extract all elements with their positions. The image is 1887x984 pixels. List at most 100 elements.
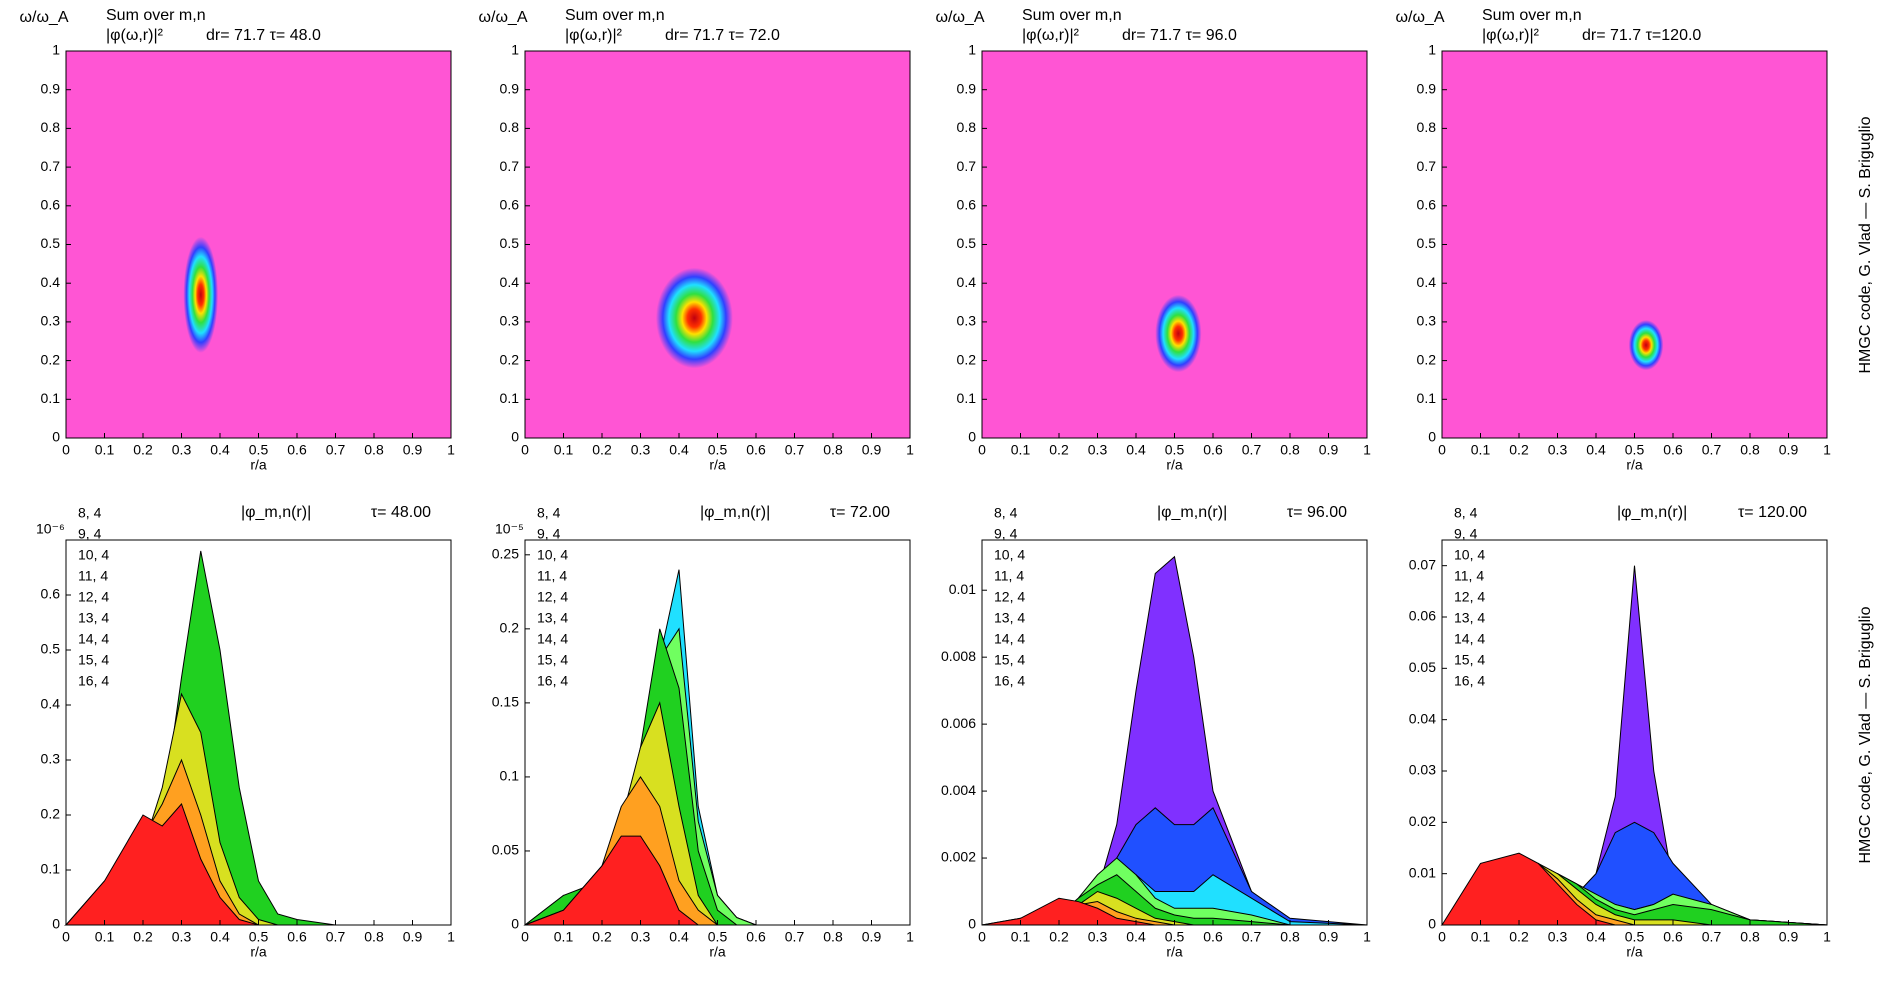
x-tick-label: 1 bbox=[1363, 442, 1371, 458]
x-tick-label: 0.7 bbox=[1702, 929, 1722, 945]
y-tick-label: 0.15 bbox=[492, 694, 519, 710]
x-tick-label: 0.3 bbox=[1548, 442, 1568, 458]
heatmap-background bbox=[1442, 51, 1827, 438]
y-tick-label: 0.9 bbox=[500, 80, 520, 96]
x-tick-label: 0.9 bbox=[403, 929, 423, 945]
y-tick-label: 0.002 bbox=[941, 849, 976, 865]
x-tick-label: 0.7 bbox=[1242, 929, 1262, 945]
heatmap-background bbox=[525, 51, 910, 438]
legend-entry: 12, 4 bbox=[537, 589, 568, 605]
heatmap-background bbox=[982, 51, 1367, 438]
subtitle: |φ(ω,r)|² bbox=[565, 27, 623, 44]
title: Sum over m,n bbox=[106, 7, 206, 24]
legend-entry: 15, 4 bbox=[78, 652, 109, 668]
x-tick-label: 0.8 bbox=[1740, 442, 1760, 458]
x-tick-label: 0 bbox=[521, 929, 529, 945]
x-tick-label: 0.6 bbox=[1663, 442, 1683, 458]
y-tick-label: 0.7 bbox=[1417, 158, 1437, 174]
y-tick-label: 0.3 bbox=[957, 313, 977, 329]
annotation: τ= 120.00 bbox=[1738, 504, 1807, 521]
x-tick-label: 0.1 bbox=[95, 442, 115, 458]
y-tick-label: 0 bbox=[52, 916, 60, 932]
y-tick-label: 0.2 bbox=[500, 351, 520, 367]
y-axis-label: ω/ω_A bbox=[1396, 9, 1445, 26]
y-tick-label: 0.07 bbox=[1409, 556, 1436, 572]
y-tick-label: 0.3 bbox=[1417, 313, 1437, 329]
y-tick-label: 0.3 bbox=[41, 313, 61, 329]
y-tick-label: 0 bbox=[52, 429, 60, 445]
x-tick-label: 0.9 bbox=[1779, 442, 1799, 458]
y-tick-label: 0 bbox=[511, 916, 519, 932]
y-scale-label: 10⁻⁵ bbox=[495, 521, 524, 537]
y-tick-label: 0.2 bbox=[41, 351, 61, 367]
annotation: τ= 72.00 bbox=[830, 504, 890, 521]
legend-entry: 9, 4 bbox=[537, 526, 561, 542]
x-tick-label: 0.2 bbox=[1509, 442, 1529, 458]
legend-entry: 13, 4 bbox=[1454, 610, 1485, 626]
y-tick-label: 0.6 bbox=[500, 197, 520, 213]
y-tick-label: 0.05 bbox=[1409, 659, 1436, 675]
x-tick-label: 0.3 bbox=[631, 442, 651, 458]
x-tick-label: 0.4 bbox=[210, 442, 230, 458]
y-tick-label: 0.01 bbox=[1409, 864, 1436, 880]
y-tick-label: 0.7 bbox=[957, 158, 977, 174]
x-axis-label: r/a bbox=[1166, 944, 1183, 960]
x-tick-label: 0.9 bbox=[862, 442, 882, 458]
legend-entry: 12, 4 bbox=[78, 589, 109, 605]
legend-entry: 16, 4 bbox=[1454, 673, 1485, 689]
x-tick-label: 0.6 bbox=[1203, 442, 1223, 458]
x-tick-label: 0.1 bbox=[554, 929, 574, 945]
x-tick-label: 1 bbox=[447, 929, 455, 945]
y-tick-label: 0.1 bbox=[41, 390, 61, 406]
y-tick-label: 0 bbox=[1428, 916, 1436, 932]
x-tick-label: 0.4 bbox=[669, 929, 689, 945]
x-tick-label: 0.6 bbox=[1663, 929, 1683, 945]
x-tick-label: 0.1 bbox=[1011, 929, 1031, 945]
y-tick-label: 0.5 bbox=[500, 235, 520, 251]
legend-entry: 10, 4 bbox=[537, 547, 568, 563]
y-tick-label: 0.04 bbox=[1409, 710, 1436, 726]
x-axis-label: r/a bbox=[250, 944, 267, 960]
legend-entry: 15, 4 bbox=[537, 652, 568, 668]
x-axis-label: r/a bbox=[1166, 457, 1183, 473]
mode-area bbox=[523, 627, 910, 926]
title: Sum over m,n bbox=[1482, 7, 1582, 24]
legend-entry: 14, 4 bbox=[994, 631, 1025, 647]
y-tick-label: 0.3 bbox=[500, 313, 520, 329]
y-tick-label: 0.4 bbox=[500, 274, 520, 290]
legend-entry: 12, 4 bbox=[1454, 589, 1485, 605]
x-tick-label: 0.5 bbox=[708, 442, 728, 458]
y-tick-label: 0.7 bbox=[500, 158, 520, 174]
x-tick-label: 0.7 bbox=[326, 929, 346, 945]
x-tick-label: 0 bbox=[62, 442, 70, 458]
plot-frame bbox=[524, 539, 911, 926]
y-tick-label: 0.2 bbox=[41, 806, 61, 822]
x-tick-label: 0 bbox=[1438, 442, 1446, 458]
x-tick-label: 0.4 bbox=[669, 442, 689, 458]
x-tick-label: 0.8 bbox=[1280, 929, 1300, 945]
x-tick-label: 0.2 bbox=[592, 929, 612, 945]
x-tick-label: 0.2 bbox=[1049, 929, 1069, 945]
y-tick-label: 0 bbox=[1428, 429, 1436, 445]
legend-entry: 8, 4 bbox=[994, 505, 1018, 521]
x-tick-label: 0.2 bbox=[133, 442, 153, 458]
title: Sum over m,n bbox=[1022, 7, 1122, 24]
x-tick-label: 1 bbox=[447, 442, 455, 458]
x-tick-label: 0.1 bbox=[1011, 442, 1031, 458]
y-tick-label: 0.4 bbox=[1417, 274, 1437, 290]
spectral-peak bbox=[183, 236, 219, 353]
x-tick-label: 0 bbox=[1438, 929, 1446, 945]
credit: HMGC code, G. Vlad — S. Briguglio bbox=[1857, 606, 1874, 863]
legend-entry: 12, 4 bbox=[994, 589, 1025, 605]
y-tick-label: 0.01 bbox=[949, 581, 976, 597]
legend-entry: 16, 4 bbox=[537, 673, 568, 689]
spectral-peak bbox=[655, 267, 733, 369]
y-tick-label: 0.7 bbox=[41, 158, 61, 174]
y-tick-label: 0.05 bbox=[492, 842, 519, 858]
x-tick-label: 0 bbox=[978, 442, 986, 458]
x-tick-label: 0.5 bbox=[1625, 442, 1645, 458]
y-tick-label: 0.6 bbox=[1417, 197, 1437, 213]
annotation: τ= 96.00 bbox=[1287, 504, 1347, 521]
y-tick-label: 0.5 bbox=[41, 235, 61, 251]
